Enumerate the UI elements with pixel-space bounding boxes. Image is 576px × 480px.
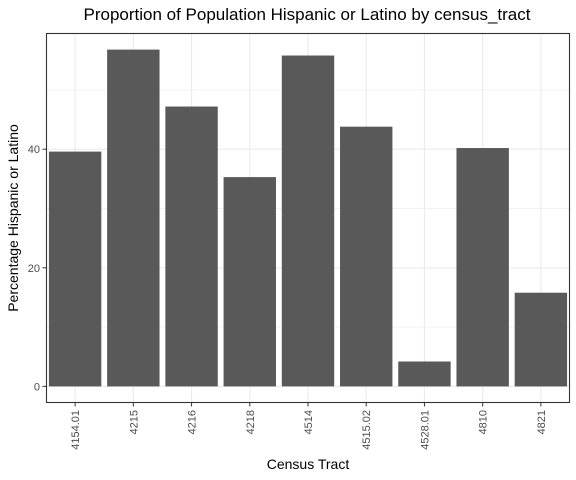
x-tick-label: 4515.02: [361, 410, 373, 450]
x-tick-label: 4215: [128, 410, 140, 434]
y-tick-label: 20: [28, 263, 40, 275]
bar-4218: [223, 177, 276, 387]
x-tick-label: 4218: [245, 410, 257, 434]
bar-4821: [514, 292, 568, 387]
bar-4216: [165, 106, 218, 387]
x-tick-label: 4528.01: [419, 410, 431, 450]
bar-4215: [107, 49, 160, 387]
x-axis-ticks: 4154.01 4215 4216 4218 4514 4515.02 4528.01 481…: [70, 403, 548, 450]
y-axis-ticks: 0 20 40: [28, 144, 46, 393]
x-tick-label: 4154.01: [70, 410, 82, 450]
bar-4515.02: [340, 126, 393, 387]
x-tick-label: 4810: [478, 410, 490, 434]
plot-panel-border: [45, 32, 571, 404]
x-axis-label: Census Tract: [267, 456, 350, 472]
y-tick-label: 40: [28, 144, 40, 156]
chart-title: Proportion of Population Hispanic or Lat…: [84, 5, 531, 24]
bars: [48, 49, 568, 387]
x-tick-label: 4821: [536, 410, 548, 434]
y-axis-label: Percentage Hispanic or Latino: [5, 124, 21, 312]
x-tick-label: 4514: [303, 410, 315, 434]
bar-4154.01: [48, 151, 102, 387]
y-tick-label: 0: [34, 381, 40, 393]
bar-4810: [456, 148, 509, 387]
x-tick-label: 4216: [187, 410, 199, 434]
bar-4528.01: [398, 361, 451, 387]
bar-4514: [281, 55, 335, 387]
